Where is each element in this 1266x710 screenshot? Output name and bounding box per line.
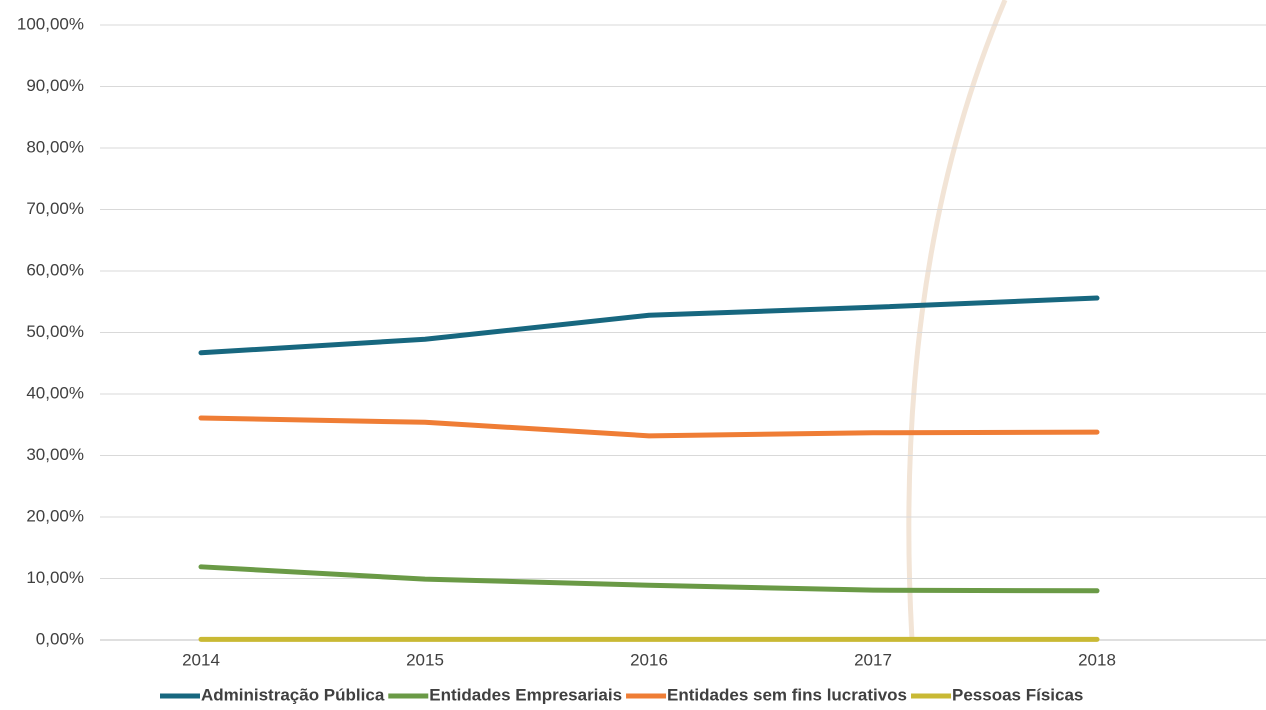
x-tick-label: 2014 [182, 650, 220, 669]
y-tick-label: 60,00% [26, 260, 84, 279]
y-tick-label: 10,00% [26, 568, 84, 587]
y-tick-label: 50,00% [26, 322, 84, 341]
x-tick-label: 2018 [1078, 650, 1116, 669]
legend-text: Entidades sem fins lucrativos [667, 685, 907, 704]
x-tick-label: 2017 [854, 650, 892, 669]
x-tick-label: 2016 [630, 650, 668, 669]
y-tick-label: 0,00% [36, 629, 84, 648]
legend-text: Pessoas Físicas [952, 685, 1083, 704]
y-tick-label: 80,00% [26, 137, 84, 156]
legend-text: Administração Pública [201, 685, 385, 704]
y-tick-label: 90,00% [26, 76, 84, 95]
series-line [198, 415, 1100, 439]
x-tick-label: 2015 [406, 650, 444, 669]
background-arc [906, 0, 1008, 641]
series-line [198, 564, 1100, 594]
y-tick-label: 30,00% [26, 445, 84, 464]
series-line [198, 295, 1100, 356]
legend-text: Entidades Empresariais [429, 685, 622, 704]
y-tick-label: 100,00% [17, 14, 84, 33]
y-tick-label: 20,00% [26, 506, 84, 525]
y-tick-label: 70,00% [26, 199, 84, 218]
y-tick-label: 40,00% [26, 383, 84, 402]
